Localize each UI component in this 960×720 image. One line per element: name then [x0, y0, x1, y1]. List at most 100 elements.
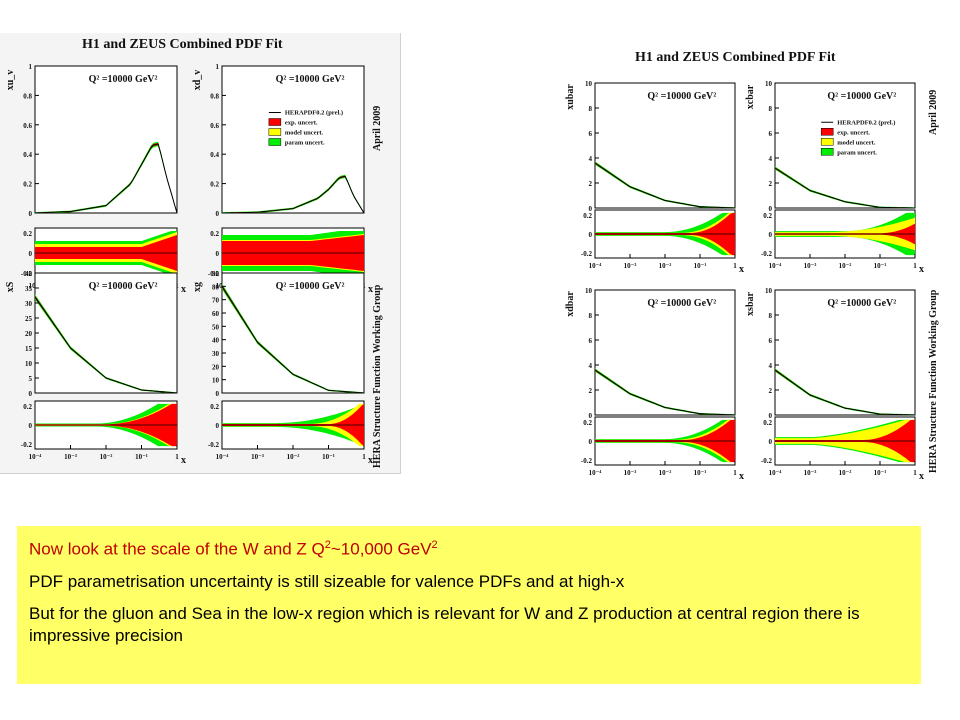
y-tick-label: 0 — [29, 210, 33, 218]
ratio-y-tick-label: 0 — [769, 231, 773, 239]
legend-entry: param uncert. — [837, 149, 877, 156]
y-tick-label: 4 — [589, 155, 593, 163]
x-tick-label: 10⁻³ — [251, 453, 264, 461]
ratio-y-tick-label: 0 — [769, 438, 773, 446]
y-tick-label: 6 — [769, 130, 773, 138]
x-tick-label: 1 — [913, 469, 917, 477]
x-tick-label: 10⁻² — [659, 262, 672, 270]
y-tick-label: 6 — [589, 337, 593, 345]
ratio-y-tick-label: 0.2 — [210, 230, 219, 238]
x-tick-label: 10⁻¹ — [694, 262, 707, 270]
ratio-y-tick-label: -0.2 — [761, 457, 773, 465]
y-tick-label: 10 — [212, 377, 220, 385]
y-tick-label: 0.8 — [23, 92, 32, 100]
y-tick-label: 60 — [212, 310, 220, 318]
x-tick-label: 10⁻⁴ — [589, 262, 603, 270]
pdf-panel-xu_v: 0 0.2 0.4 0.6 0.8 1 xu_v Q² =10000 GeV² -0.2 0 0.2… — [5, 63, 186, 295]
x-tick-label: 10⁻² — [100, 453, 113, 461]
x-tick-label: 10⁻⁴ — [29, 453, 43, 461]
q2-label: Q² =10000 GeV² — [827, 298, 896, 309]
x-tick-label: 10⁻¹ — [874, 469, 887, 477]
ratio-y-tick-label: 0.2 — [23, 230, 32, 238]
ratio-y-tick-label: -0.2 — [21, 270, 33, 278]
x-tick-label: 1 — [175, 453, 179, 461]
pdf-panel-xS: 0 5 10 15 20 25 30 35 40 xS Q² =10000 GeV² -0.2 0 0.2… — [5, 270, 186, 466]
y-tick-label: 30 — [25, 300, 33, 308]
y-tick-label: 40 — [25, 270, 33, 278]
main-plot-frame — [594, 82, 736, 209]
y-tick-label: 8 — [589, 105, 593, 113]
y-tick-label: 5 — [29, 375, 33, 383]
y-tick-label: 0 — [769, 412, 773, 420]
y-tick-label: 0.4 — [23, 151, 32, 159]
y-tick-label: 25 — [25, 315, 33, 323]
x-tick-label: 10⁻³ — [624, 469, 637, 477]
x-tick-label: 10⁻⁴ — [589, 469, 603, 477]
y-tick-label: 10 — [25, 360, 33, 368]
y-tick-label: 0.6 — [23, 122, 32, 130]
y-tick-label: 50 — [212, 323, 220, 331]
q2-label: Q² =10000 GeV² — [647, 298, 716, 309]
main-plot-frame — [221, 272, 365, 394]
q2-label: Q² =10000 GeV² — [827, 91, 896, 102]
x-tick-label: 1 — [362, 453, 366, 461]
ratio-y-tick-label: -0.2 — [21, 441, 33, 449]
y-axis-label: xdbar — [565, 291, 576, 317]
central-pdf-curve — [774, 369, 916, 416]
main-plot-frame — [34, 65, 178, 214]
y-tick-label: 0.6 — [210, 122, 219, 130]
x-tick-label: 1 — [913, 262, 917, 270]
central-pdf-curve — [774, 167, 915, 209]
x-axis-label: x — [368, 284, 373, 295]
summary-textbox: Now look at the scale of the W and Z Q2~… — [17, 526, 921, 684]
x-axis-label: x — [181, 284, 186, 295]
y-tick-label: 10 — [765, 80, 773, 88]
y-tick-label: 20 — [25, 330, 33, 338]
legend-swatch — [820, 128, 834, 136]
y-tick-label: 10 — [585, 80, 593, 88]
legend-entry: HERAPDF0.2 (prel.) — [837, 119, 895, 126]
q2-label: Q² =10000 GeV² — [89, 281, 158, 292]
y-tick-label: 1 — [29, 63, 33, 71]
y-tick-label: 2 — [589, 387, 593, 395]
central-pdf-curve — [594, 369, 736, 416]
ratio-y-tick-label: 0 — [216, 250, 220, 258]
legend-entry: HERAPDF0.2 (prel.) — [285, 110, 343, 117]
y-axis-label: xd_v — [192, 70, 203, 91]
x-axis-label: x — [181, 455, 186, 466]
y-tick-label: 0 — [769, 205, 773, 213]
y-axis-label: xubar — [565, 84, 576, 110]
y-tick-label: 0 — [216, 210, 220, 218]
y-tick-label: 0.4 — [210, 151, 219, 159]
y-axis-label: xS — [5, 281, 16, 292]
pdf-panel-xd_v: 0 0.2 0.4 0.6 0.8 1 xd_v Q² =10000 GeV² HERAPDF0… — [192, 63, 373, 295]
x-tick-label: 10⁻² — [287, 453, 300, 461]
legend-entry: exp. uncert. — [285, 120, 318, 127]
x-axis-label: x — [919, 471, 924, 482]
x-axis-label: x — [368, 455, 373, 466]
x-tick-label: 10⁻¹ — [694, 469, 707, 477]
left-figure-plots: 0 0.2 0.4 0.6 0.8 1 xu_v Q² =10000 GeV² -0.2 0 0.2… — [5, 63, 373, 466]
y-tick-label: 0.2 — [210, 181, 219, 189]
ratio-y-tick-label: 0 — [589, 438, 593, 446]
central-pdf-curve — [221, 286, 365, 394]
central-pdf-curve — [34, 296, 178, 394]
y-tick-label: 8 — [769, 312, 773, 320]
main-plot-frame — [221, 65, 365, 214]
left-figure-title: H1 and ZEUS Combined PDF Fit — [82, 37, 283, 52]
scale-text-a: Now look at the scale of the W and Z Q — [29, 539, 325, 559]
legend-swatch — [820, 148, 834, 156]
x-tick-label: 10⁻³ — [624, 262, 637, 270]
y-tick-label: 6 — [589, 130, 593, 138]
summary-line-param: PDF parametrisation uncertainty is still… — [29, 571, 625, 591]
y-tick-label: 2 — [589, 180, 593, 188]
x-tick-label: 10⁻³ — [804, 262, 817, 270]
ratio-y-tick-label: -0.2 — [761, 250, 773, 258]
ratio-y-tick-label: 0.2 — [763, 212, 772, 220]
x-tick-label: 10⁻¹ — [322, 453, 335, 461]
